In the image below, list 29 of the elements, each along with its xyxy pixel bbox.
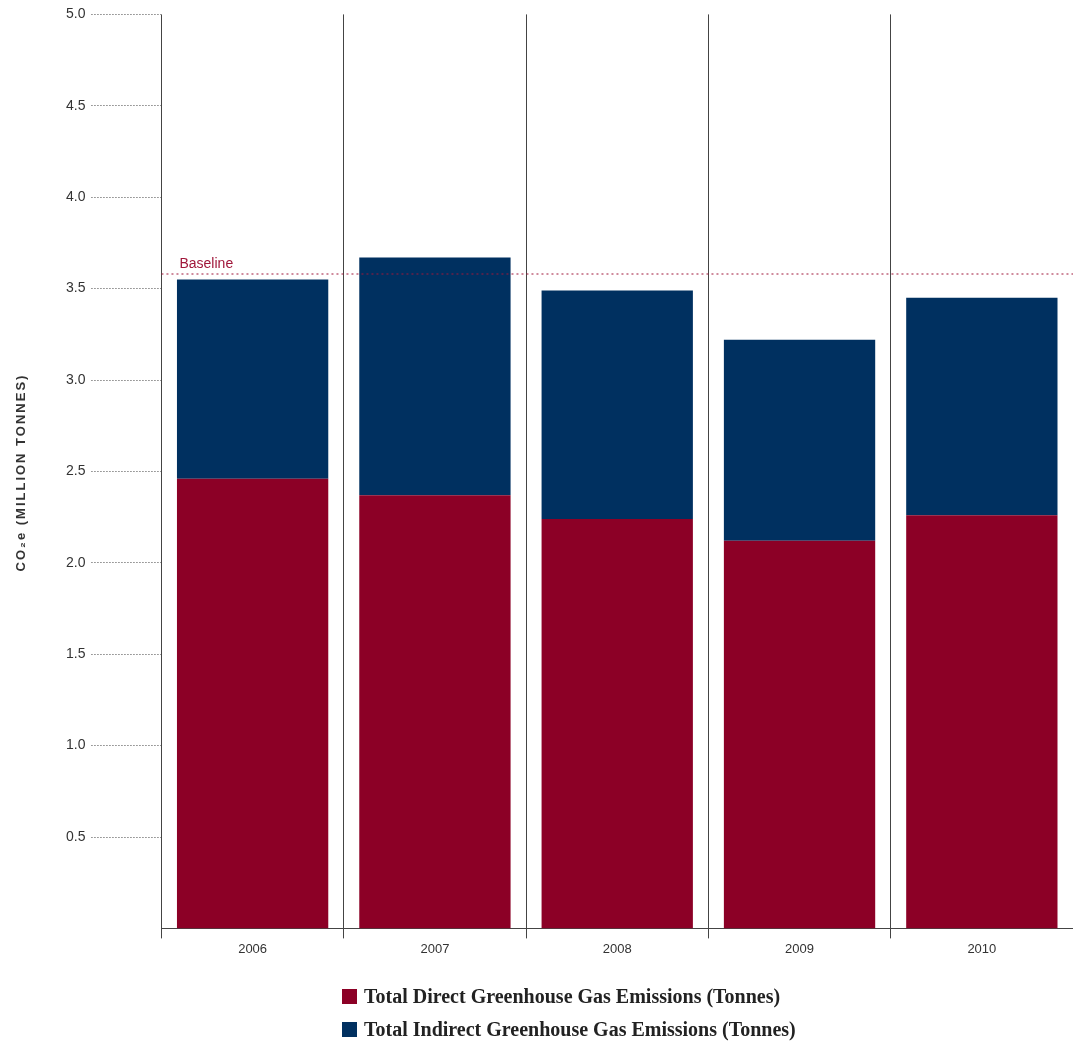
y-tick-label: 1.0 [65,736,86,753]
y-tick-label: 3.0 [65,370,86,387]
bar [723,339,876,541]
bar [541,290,693,519]
bar [906,297,1058,516]
x-tick-label: 2007 [420,940,450,956]
ref-line-label: Baseline [179,254,234,271]
y-tick-label: 3.5 [65,279,86,296]
x-tick-label: 2006 [238,940,268,956]
y-tick-label: 5.0 [65,5,86,22]
bar [176,279,329,479]
x-tick-label: 2009 [785,940,814,956]
y-tick-label: 2.0 [65,553,86,570]
bar [176,478,329,929]
bar [541,518,693,929]
y-tick-label: 1.5 [65,645,86,662]
legend-label: Total Direct Greenhouse Gas Emissions (Tonnes) [364,985,781,1008]
bar [359,495,511,929]
y-tick-label: 4.0 [65,188,86,205]
y-tick-label: 0.5 [65,827,86,844]
bar [906,515,1058,929]
bar [359,257,511,496]
bar [723,540,876,929]
y-tick-label: 4.5 [65,96,86,113]
x-tick-label: 2008 [602,940,632,956]
legend-label: Total Indirect Greenhouse Gas Emissions (Tonnes) [364,1018,796,1041]
y-tick-label: 2.5 [65,462,86,479]
x-tick-label: 2010 [967,940,997,956]
y-axis-title: CO₂e (MILLION TONNES) [13,373,29,571]
